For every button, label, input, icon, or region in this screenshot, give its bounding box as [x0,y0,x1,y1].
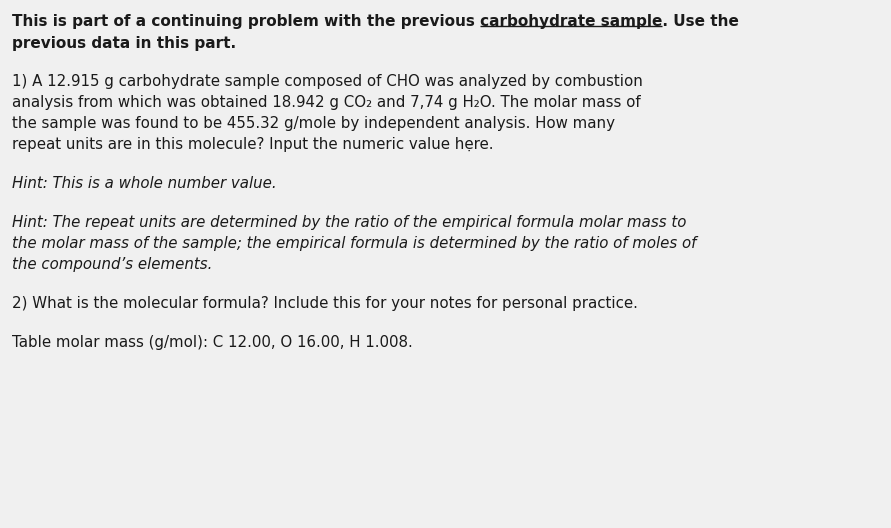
Text: 1) A 12.915 g carbohydrate sample composed of CHO was analyzed by combustion: 1) A 12.915 g carbohydrate sample compos… [12,74,643,89]
Text: 2) What is the molecular formula? Include this for your notes for personal pract: 2) What is the molecular formula? Includ… [12,296,638,311]
Text: This is part of a continuing problem with the previous carbohydrate sample. Use : This is part of a continuing problem wit… [12,14,739,29]
Text: previous data in this part.: previous data in this part. [12,36,236,51]
Text: Hint: This is a whole number value.: Hint: This is a whole number value. [12,176,276,191]
Text: the compound’s elements.: the compound’s elements. [12,257,212,272]
Text: repeat units are in this molecule? Input the numeric value hẹre.: repeat units are in this molecule? Input… [12,137,494,152]
Text: Table molar mass (g/mol): C 12.00, O 16.00, H 1.008.: Table molar mass (g/mol): C 12.00, O 16.… [12,335,413,350]
Text: analysis from which was obtained 18.942 g CO₂ and 7,74 g H₂O. The molar mass of: analysis from which was obtained 18.942 … [12,95,641,110]
Text: Hint: The repeat units are determined by the ratio of the empirical formula mola: Hint: The repeat units are determined by… [12,215,686,230]
Text: the molar mass of the sample; the empirical formula is determined by the ratio o: the molar mass of the sample; the empiri… [12,236,697,251]
Text: the sample was found to be 455.32 g/mole by independent analysis. How many: the sample was found to be 455.32 g/mole… [12,116,615,131]
